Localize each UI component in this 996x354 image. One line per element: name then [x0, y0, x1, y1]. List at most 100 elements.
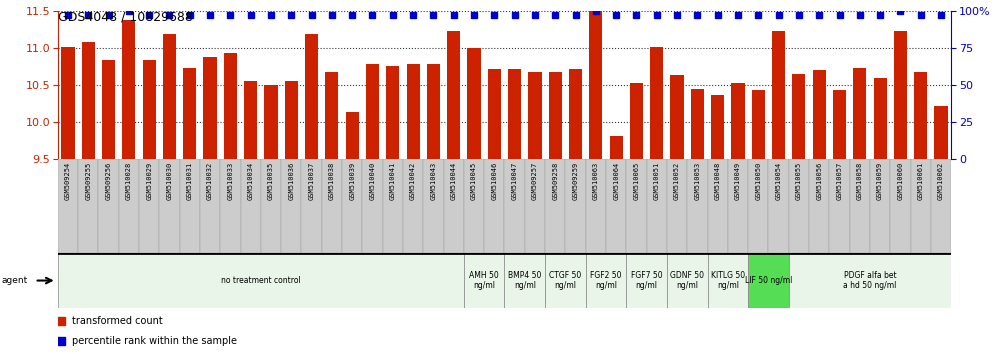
Text: GSM510055: GSM510055: [796, 162, 802, 200]
Bar: [505, 253, 545, 308]
Bar: [772, 32, 785, 159]
Bar: [687, 159, 707, 253]
Bar: [183, 68, 196, 159]
Bar: [728, 159, 748, 253]
Bar: [667, 253, 707, 308]
Bar: [667, 159, 687, 253]
Text: KITLG 50
ng/ml: KITLG 50 ng/ml: [711, 271, 745, 290]
Text: GSM510056: GSM510056: [816, 162, 823, 200]
Bar: [833, 90, 847, 159]
Bar: [99, 159, 119, 253]
Text: BMP4 50
ng/ml: BMP4 50 ng/ml: [508, 271, 542, 290]
Text: GSM510062: GSM510062: [938, 162, 944, 200]
Bar: [240, 159, 261, 253]
Bar: [707, 253, 748, 308]
Text: GSM510053: GSM510053: [694, 162, 700, 200]
Bar: [646, 159, 667, 253]
Bar: [606, 159, 626, 253]
Bar: [914, 72, 927, 159]
Text: GSM510049: GSM510049: [735, 162, 741, 200]
Text: GDS4048 / 10829688: GDS4048 / 10829688: [58, 11, 192, 24]
Bar: [142, 61, 155, 159]
Bar: [586, 159, 606, 253]
Bar: [769, 159, 789, 253]
Bar: [525, 159, 545, 253]
Bar: [748, 253, 789, 308]
Bar: [650, 47, 663, 159]
Text: GSM510058: GSM510058: [857, 162, 863, 200]
Bar: [366, 64, 379, 159]
Bar: [508, 69, 521, 159]
Text: GSM510060: GSM510060: [897, 162, 903, 200]
Bar: [707, 159, 728, 253]
Bar: [447, 32, 460, 159]
Text: GSM510047: GSM510047: [512, 162, 518, 200]
Bar: [464, 253, 504, 308]
Text: GSM509256: GSM509256: [106, 162, 112, 200]
Bar: [179, 159, 200, 253]
Bar: [854, 68, 867, 159]
Text: agent: agent: [2, 276, 28, 285]
Text: GSM510030: GSM510030: [166, 162, 172, 200]
Bar: [281, 159, 302, 253]
Text: transformed count: transformed count: [72, 316, 162, 326]
Bar: [545, 253, 586, 308]
Text: GSM509258: GSM509258: [552, 162, 558, 200]
Text: GSM510041: GSM510041: [389, 162, 395, 200]
Bar: [102, 61, 116, 159]
Text: GSM510031: GSM510031: [186, 162, 193, 200]
Bar: [82, 42, 95, 159]
Text: GSM510033: GSM510033: [227, 162, 233, 200]
Bar: [505, 159, 525, 253]
Text: percentile rank within the sample: percentile rank within the sample: [72, 336, 237, 346]
Bar: [484, 159, 505, 253]
Text: GSM510057: GSM510057: [837, 162, 843, 200]
Text: LIF 50 ng/ml: LIF 50 ng/ml: [745, 276, 792, 285]
Text: GSM510043: GSM510043: [430, 162, 436, 200]
Bar: [931, 159, 951, 253]
Text: GSM510046: GSM510046: [491, 162, 497, 200]
Text: GSM510065: GSM510065: [633, 162, 639, 200]
Text: FGF2 50
ng/ml: FGF2 50 ng/ml: [591, 271, 622, 290]
Bar: [830, 159, 850, 253]
Bar: [549, 72, 562, 159]
Text: GSM510054: GSM510054: [776, 162, 782, 200]
Bar: [264, 85, 278, 159]
Bar: [220, 159, 240, 253]
Bar: [809, 159, 830, 253]
Bar: [910, 159, 931, 253]
Text: GSM510040: GSM510040: [370, 162, 375, 200]
Bar: [789, 159, 809, 253]
Bar: [427, 64, 440, 159]
Bar: [850, 159, 870, 253]
Bar: [752, 90, 765, 159]
Bar: [342, 159, 363, 253]
Text: GSM510037: GSM510037: [309, 162, 315, 200]
Text: GSM510029: GSM510029: [146, 162, 152, 200]
Bar: [58, 159, 78, 253]
Text: GDNF 50
ng/ml: GDNF 50 ng/ml: [670, 271, 704, 290]
Bar: [792, 74, 806, 159]
Bar: [403, 159, 423, 253]
Bar: [139, 159, 159, 253]
Bar: [285, 81, 298, 159]
Bar: [406, 64, 419, 159]
Text: GSM509254: GSM509254: [65, 162, 71, 200]
Bar: [488, 69, 501, 159]
Bar: [873, 78, 886, 159]
Bar: [731, 83, 745, 159]
Bar: [789, 253, 951, 308]
Bar: [569, 69, 582, 159]
Bar: [386, 67, 399, 159]
Bar: [748, 159, 769, 253]
Bar: [322, 159, 342, 253]
Bar: [305, 34, 318, 159]
Text: AMH 50
ng/ml: AMH 50 ng/ml: [469, 271, 499, 290]
Bar: [162, 34, 176, 159]
Bar: [203, 57, 217, 159]
Text: GSM510045: GSM510045: [471, 162, 477, 200]
Text: GSM510042: GSM510042: [410, 162, 416, 200]
Text: GSM510036: GSM510036: [288, 162, 294, 200]
Bar: [467, 48, 481, 159]
Bar: [58, 253, 464, 308]
